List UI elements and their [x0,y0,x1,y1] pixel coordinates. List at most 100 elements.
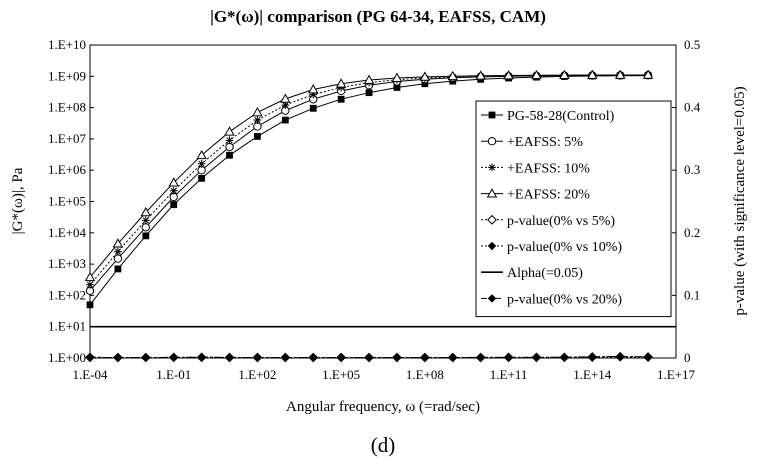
point-marker [196,149,207,160]
y-tick-label: 1.E+10 [48,37,86,52]
x-tick-label: 1.E+11 [490,367,528,382]
point-marker [486,188,498,198]
point-marker [169,353,178,362]
point-marker [113,254,123,263]
point-marker [113,353,123,362]
x-tick-label: 1.E+14 [573,367,612,382]
point-marker [84,271,96,282]
y2-tick-label: 0.4 [684,100,701,115]
x-tick-label: 1.E+02 [238,367,276,382]
point-marker [365,89,373,97]
y-tick-label: 1.E+02 [48,287,86,302]
point-marker [559,69,570,80]
legend: PG-58-28(Control) +EAFSS: 5% +EAFSS: 10% +E… [475,100,672,318]
legend-label: +EAFSS: 20% [507,188,590,203]
point-marker [421,80,429,88]
y-axis-label: |G*(ω)|, Pa [10,167,26,234]
y-tick-label: 1.E+01 [48,319,86,334]
legend-label: PG-58-28(Control) [507,109,615,124]
point-marker [503,70,514,80]
point-marker [643,352,653,361]
point-marker [141,353,151,362]
point-marker [112,238,124,248]
point-marker [614,69,626,79]
point-marker [447,70,459,81]
point-marker [615,352,625,361]
point-marker [487,241,497,251]
point-marker [170,201,178,208]
point-marker [391,72,403,82]
y-tick-label: 1.E+04 [48,225,87,240]
legend-entry: p-value(0% vs 5%) [481,214,615,229]
point-marker [141,216,150,225]
point-marker [114,247,122,256]
point-marker [281,353,290,362]
y2-tick-label: 0.3 [684,162,700,177]
series-layer [84,69,676,363]
point-marker [254,133,261,140]
legend-label: Alpha(=0.05) [507,266,583,281]
legend-label: p-value(0% vs 20%) [507,292,622,307]
legend-entry: p-value(0% vs 10%) [481,240,622,255]
legend-entry: +EAFSS: 5% [481,135,583,150]
point-marker [307,84,319,94]
panel-label: (d) [371,433,396,457]
point-marker [224,126,235,136]
point-marker [393,84,401,91]
point-marker [225,353,234,362]
point-marker [475,70,486,80]
point-marker [281,101,290,110]
point-marker [560,353,569,362]
point-marker [86,301,94,309]
point-marker [504,353,513,362]
point-marker [114,265,122,273]
y2-tick-label: 0 [684,350,691,365]
point-marker [168,177,179,187]
point-marker [142,232,150,240]
y-tick-label: 1.E+08 [48,100,86,115]
point-marker [280,93,291,103]
y-tick-label: 1.E+05 [48,194,86,209]
legend-entry: Alpha(=0.05) [481,266,583,281]
point-marker [364,353,374,362]
legend-entry: +EAFSS: 20% [481,188,590,203]
y2-tick-label: 0.5 [684,37,700,52]
point-marker [363,74,375,84]
point-marker [337,95,345,103]
point-marker [309,90,318,99]
chart-title: |G*(ω)| comparison (PG 64-34, EAFSS, CAM… [210,7,546,26]
point-marker [309,104,317,112]
point-marker [642,69,654,79]
point-marker [392,353,402,362]
point-marker [169,186,178,195]
point-marker [335,78,347,88]
point-marker [487,294,497,303]
left-axis: 1.E+00 1.E+01 1.E+02 1.E+03 1.E+04 1.E+05 1.E+… [48,37,94,365]
legend-entry: p-value(0% vs 20%) [481,292,622,307]
y2-tick-label: 0.2 [684,225,700,240]
point-marker [86,280,94,289]
x-tick-label: 1.E-04 [72,367,108,382]
point-marker [588,352,597,361]
point-marker [226,151,233,159]
y2-tick-label: 0.1 [684,287,700,302]
legend-label: +EAFSS: 10% [507,161,590,176]
x-tick-label: 1.E+08 [406,367,444,382]
point-marker [198,174,206,182]
right-axis: 0 0.1 0.2 0.3 0.4 0.5 [672,37,701,365]
point-marker [532,353,541,362]
point-marker [141,223,151,232]
y-tick-label: 1.E+09 [48,68,86,83]
legend-label: p-value(0% vs 5%) [507,214,615,229]
x-tick-label: 1.E-01 [156,367,191,382]
point-marker [487,137,497,146]
legend-entry: +EAFSS: 10% [481,161,590,176]
point-marker [487,214,497,225]
series-7 [85,352,653,362]
y-tick-label: 1.E+03 [48,256,86,271]
point-marker [225,136,234,145]
point-marker [336,353,346,362]
point-marker [253,116,262,124]
